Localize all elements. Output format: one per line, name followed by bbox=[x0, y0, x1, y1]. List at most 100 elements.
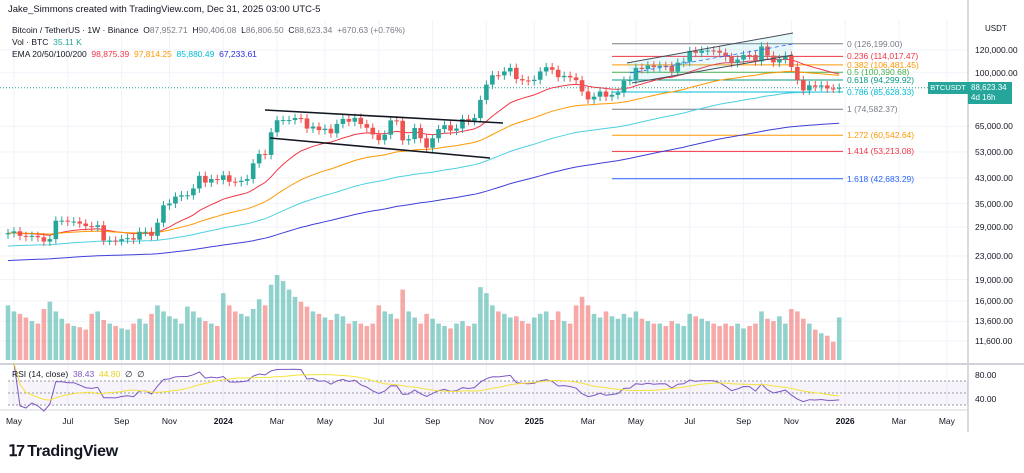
ema20-line bbox=[7, 58, 840, 236]
symbol-name[interactable]: Bitcoin / TetherUS · 1W · Binance bbox=[12, 25, 139, 35]
candle-body bbox=[783, 55, 788, 60]
candle-body bbox=[215, 179, 220, 181]
candle-body bbox=[508, 67, 513, 72]
candle-body bbox=[226, 175, 232, 182]
candle-body bbox=[376, 134, 382, 141]
volume-bar bbox=[358, 323, 364, 360]
volume-bar bbox=[615, 318, 621, 360]
candle-body bbox=[597, 91, 603, 97]
candle-body bbox=[95, 225, 100, 227]
volume-bar bbox=[591, 313, 597, 360]
candle-body bbox=[179, 195, 184, 197]
volume-bar bbox=[220, 293, 226, 360]
volume-bar bbox=[824, 335, 830, 360]
ema-label: EMA 20/50/100/200 bbox=[12, 49, 87, 59]
ascending-channel-upper bbox=[626, 32, 794, 64]
volume-bar bbox=[274, 275, 280, 360]
volume-bar bbox=[167, 316, 172, 360]
low-label: L bbox=[241, 25, 246, 35]
fib-level-label: 0.236 (114,017.47) bbox=[847, 51, 919, 62]
volume-bar bbox=[292, 296, 298, 360]
close-value: 88,623.34 bbox=[294, 25, 333, 35]
candle-body bbox=[23, 235, 29, 237]
candle-body bbox=[830, 88, 836, 90]
candle-body bbox=[370, 127, 376, 135]
volume-bar bbox=[328, 319, 334, 360]
time-tick: May bbox=[5, 416, 22, 426]
candle-body bbox=[125, 238, 130, 240]
volume-bar bbox=[537, 313, 543, 360]
time-tick: Mar bbox=[891, 416, 907, 426]
volume-label: Vol · BTC bbox=[12, 37, 49, 47]
volume-bar bbox=[627, 317, 633, 360]
volume-bar bbox=[795, 311, 800, 360]
volume-bar bbox=[334, 313, 340, 360]
open-value: 87,952.71 bbox=[149, 25, 188, 35]
volume-bar bbox=[412, 317, 417, 360]
candle-body bbox=[795, 66, 800, 81]
volume-bar bbox=[579, 296, 585, 360]
candle-body bbox=[280, 120, 286, 122]
candle-body bbox=[609, 94, 615, 97]
volume-bar bbox=[567, 323, 573, 360]
volume-bar bbox=[633, 311, 639, 360]
candle-body bbox=[161, 205, 166, 223]
volume-bar bbox=[185, 306, 190, 360]
time-tick: 2026 bbox=[835, 416, 855, 426]
volume-bar bbox=[496, 311, 501, 360]
volume-bar bbox=[818, 333, 824, 360]
candle-body bbox=[220, 175, 226, 180]
fib-level-label: 0.618 (94,299.92) bbox=[847, 75, 915, 86]
candle-body bbox=[131, 238, 136, 240]
tradingview-logo[interactable]: 𝟣7 TradingView bbox=[8, 441, 118, 461]
volume-bar bbox=[131, 323, 136, 360]
candle-body bbox=[657, 65, 663, 68]
last-price: 88,623.34 bbox=[971, 83, 1007, 92]
candle-body bbox=[651, 65, 657, 68]
candle-body bbox=[603, 91, 609, 97]
candle-body bbox=[681, 61, 687, 63]
candle-body bbox=[813, 85, 818, 87]
price-tick: 19,000.00 bbox=[975, 274, 1013, 285]
candle-body bbox=[113, 240, 118, 242]
descending-channel-upper bbox=[264, 109, 504, 124]
candle-body bbox=[466, 118, 471, 121]
candle-body bbox=[310, 126, 316, 129]
time-tick: Sep bbox=[425, 416, 441, 426]
low-value: 86,806.50 bbox=[245, 25, 284, 35]
candle-body bbox=[274, 120, 280, 133]
ema200-line bbox=[7, 122, 840, 262]
time-tick: May bbox=[938, 416, 955, 426]
volume-bar bbox=[59, 318, 65, 360]
volume-bar bbox=[460, 321, 465, 360]
candle-body bbox=[442, 125, 447, 130]
volume-bar bbox=[783, 323, 788, 360]
volume-bar bbox=[442, 326, 447, 360]
time-tick: Jul bbox=[684, 416, 696, 426]
candle-body bbox=[328, 128, 334, 134]
candle-body bbox=[460, 118, 465, 129]
candle-body bbox=[89, 226, 95, 228]
candle-body bbox=[185, 195, 190, 197]
candle-body bbox=[209, 179, 214, 183]
ema-legend[interactable]: EMA 20/50/100/200 98,875.39 97,814.25 85… bbox=[12, 49, 257, 59]
ema100-line bbox=[7, 91, 840, 247]
volume-bar bbox=[729, 326, 734, 360]
time-tick: Jul bbox=[373, 416, 385, 426]
candle-body bbox=[232, 181, 238, 183]
volume-bar bbox=[232, 311, 238, 360]
volume-legend[interactable]: Vol · BTC 35.11 K bbox=[12, 37, 82, 47]
candle-body bbox=[675, 62, 681, 72]
rsi-legend[interactable]: RSI (14, close) 38.43 44.80 ∅ ∅ bbox=[12, 369, 145, 380]
candle-body bbox=[729, 56, 734, 63]
candle-body bbox=[250, 163, 256, 180]
candle-body bbox=[418, 127, 423, 139]
volume-bar bbox=[298, 301, 304, 360]
volume-bar bbox=[400, 289, 405, 360]
candle-body bbox=[621, 80, 627, 93]
candle-body bbox=[759, 46, 764, 62]
volume-bar bbox=[424, 313, 429, 360]
volume-bar bbox=[53, 311, 59, 360]
volume-bar bbox=[125, 329, 130, 360]
